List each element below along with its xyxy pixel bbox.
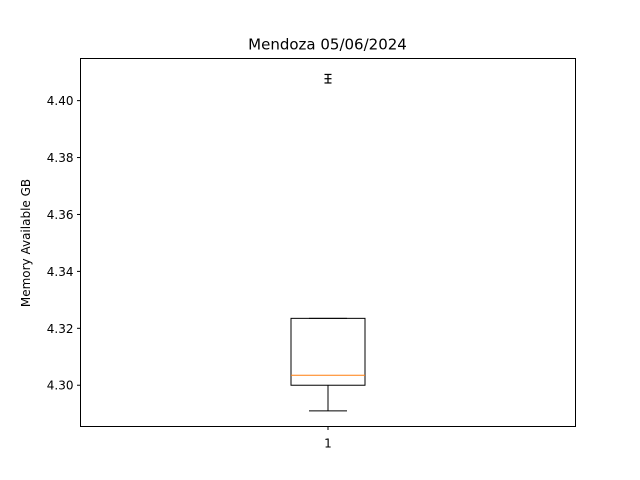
y-tick-label: 4.36 <box>47 208 74 222</box>
iqr-box <box>290 317 366 386</box>
y-tick-label: 4.32 <box>47 322 74 336</box>
plot-frame <box>80 58 576 427</box>
y-tick-label: 4.40 <box>47 94 74 108</box>
chart-title: Mendoza 05/06/2024 <box>248 36 407 54</box>
y-tick-label: 4.38 <box>47 151 74 165</box>
axis-ticks: 4.30 4.32 4.34 4.36 4.38 4.40 1 <box>47 94 332 450</box>
y-tick-label: 4.30 <box>47 379 74 393</box>
y-tick-label: 4.34 <box>47 265 74 279</box>
box-series <box>290 73 366 412</box>
x-tick-label: 1 <box>324 437 332 451</box>
y-axis-label: Memory Available GB <box>19 179 33 307</box>
